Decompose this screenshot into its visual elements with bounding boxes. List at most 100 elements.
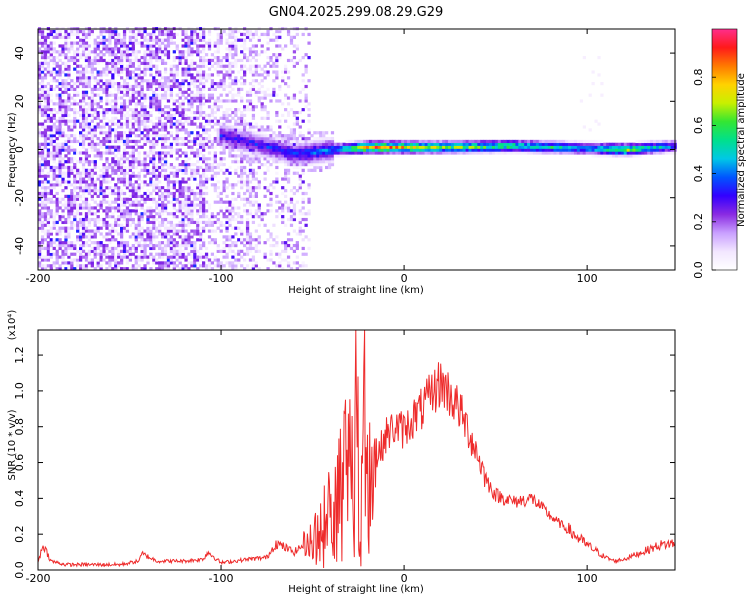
- spectrogram-cell: [114, 191, 118, 196]
- spectrogram-cell: [64, 246, 68, 251]
- spectrogram-cell: [190, 61, 194, 65]
- spectrogram-cell: [99, 154, 103, 158]
- spectrogram-cell: [269, 99, 273, 103]
- spectrogram-cell: [234, 38, 238, 42]
- spectrogram-cell: [81, 38, 86, 42]
- spectrogram-cell: [307, 32, 311, 37]
- spectrogram-cell: [245, 189, 250, 193]
- spectrogram-cell: [190, 79, 194, 83]
- spectrogram-cell: [289, 136, 294, 141]
- spectrogram-cell: [172, 32, 176, 37]
- spectrogram-cell: [155, 174, 159, 178]
- spectrogram-cell: [105, 160, 109, 164]
- spectrogram-cell: [289, 189, 294, 193]
- spectrogram-cell: [245, 99, 250, 103]
- spectrogram-cell: [240, 110, 244, 115]
- spectrogram-cell: [122, 35, 127, 39]
- spectrogram-cell: [278, 145, 282, 149]
- spectrogram-cell: [46, 252, 51, 256]
- spectrogram-cell: [272, 90, 276, 94]
- spectrogram-cell: [79, 79, 83, 83]
- spectrogram-cell: [178, 209, 182, 213]
- spectrogram-cell: [122, 87, 127, 91]
- spectrogram-cell: [301, 139, 305, 144]
- spectrogram-cell: [278, 139, 282, 144]
- spectrogram-cell: [96, 264, 100, 268]
- spectrogram-cell: [284, 142, 288, 146]
- spectrogram-cell: [193, 29, 197, 34]
- spectrogram-cell: [155, 168, 159, 172]
- spectrogram-cell: [93, 165, 97, 170]
- spectrogram-cell: [152, 82, 156, 86]
- spectrogram-cell: [93, 84, 97, 89]
- spectrogram-cell: [40, 220, 45, 225]
- spectrogram-cell: [114, 267, 118, 271]
- spectrogram-cell: [102, 252, 106, 256]
- spectrogram-cell: [307, 102, 311, 106]
- spectrogram-cell: [111, 238, 115, 242]
- spectrogram-cell: [105, 267, 109, 271]
- spectrogram-cell: [228, 32, 232, 37]
- spectrogram-cell: [105, 93, 109, 97]
- spectrogram-cell: [122, 82, 127, 86]
- spectrogram-cell: [52, 220, 56, 225]
- spectrogram-cell: [70, 189, 74, 193]
- spectrogram-cell: [102, 47, 106, 51]
- spectrogram-cell: [43, 165, 48, 170]
- spectrogram-cell: [114, 128, 118, 132]
- spectrogram-cell: [73, 252, 77, 256]
- spectrogram-cell: [169, 258, 174, 262]
- spectrogram-cell: [52, 61, 56, 65]
- spectrogram-cell: [52, 113, 56, 118]
- spectrogram-cell: [421, 145, 425, 149]
- spectrogram-cell: [213, 186, 217, 190]
- spectrogram-cell: [532, 142, 537, 146]
- spectrogram-cell: [521, 142, 525, 146]
- spectrogram-cell: [477, 151, 481, 155]
- spectrogram-cell: [38, 194, 42, 198]
- spectrogram-cell: [286, 84, 291, 89]
- spectrogram-cell: [272, 32, 276, 37]
- spectrogram-cell: [210, 64, 215, 68]
- spectrogram-cell: [149, 267, 153, 271]
- spectrogram-cell: [172, 76, 176, 80]
- spectrogram-cell: [43, 84, 48, 89]
- spectrogram-cell: [84, 76, 89, 80]
- spectrogram-cell: [181, 84, 185, 89]
- spectrogram-cell: [152, 79, 156, 83]
- spectrogram-cell: [84, 200, 89, 204]
- spectrogram-cell: [257, 186, 261, 190]
- spectrogram-cell: [196, 84, 200, 89]
- spectrogram-cell: [55, 55, 59, 60]
- spectrogram-cell: [38, 108, 42, 112]
- spectrogram-cell: [166, 186, 171, 190]
- spectrogram-cell: [491, 148, 496, 152]
- spectrogram-cell: [202, 73, 206, 77]
- spectrogram-cell: [245, 217, 250, 222]
- spectrogram-cell: [52, 171, 56, 175]
- spectrogram-cell: [225, 73, 229, 77]
- spectrogram-cell: [556, 148, 560, 152]
- spectrogram-cell: [248, 232, 253, 236]
- spectrogram-cell: [245, 229, 250, 233]
- spectrogram-cell: [184, 128, 188, 132]
- spectrogram-cell: [175, 131, 179, 135]
- spectrogram-cell: [70, 209, 74, 213]
- spectrogram-cell: [52, 134, 56, 138]
- spectrogram-cell: [105, 238, 109, 242]
- spectrogram-cell: [286, 142, 291, 146]
- spectrogram-cell: [67, 136, 71, 141]
- spectrogram-cell: [284, 246, 288, 251]
- spectrogram-cell: [93, 116, 97, 120]
- spectrogram-cell: [40, 70, 45, 74]
- spectrogram-cell: [184, 203, 188, 207]
- spectrogram-cell: [225, 168, 229, 172]
- spectrogram-cell: [169, 229, 174, 233]
- spectrogram-cell: [108, 58, 112, 63]
- spectrogram-cell: [266, 125, 270, 129]
- spectrogram-cell: [292, 61, 297, 65]
- spectrogram-cell: [263, 154, 267, 158]
- spectrogram-cell: [152, 122, 156, 126]
- spectrogram-cell: [181, 243, 185, 248]
- spectrogram-cell: [169, 64, 174, 68]
